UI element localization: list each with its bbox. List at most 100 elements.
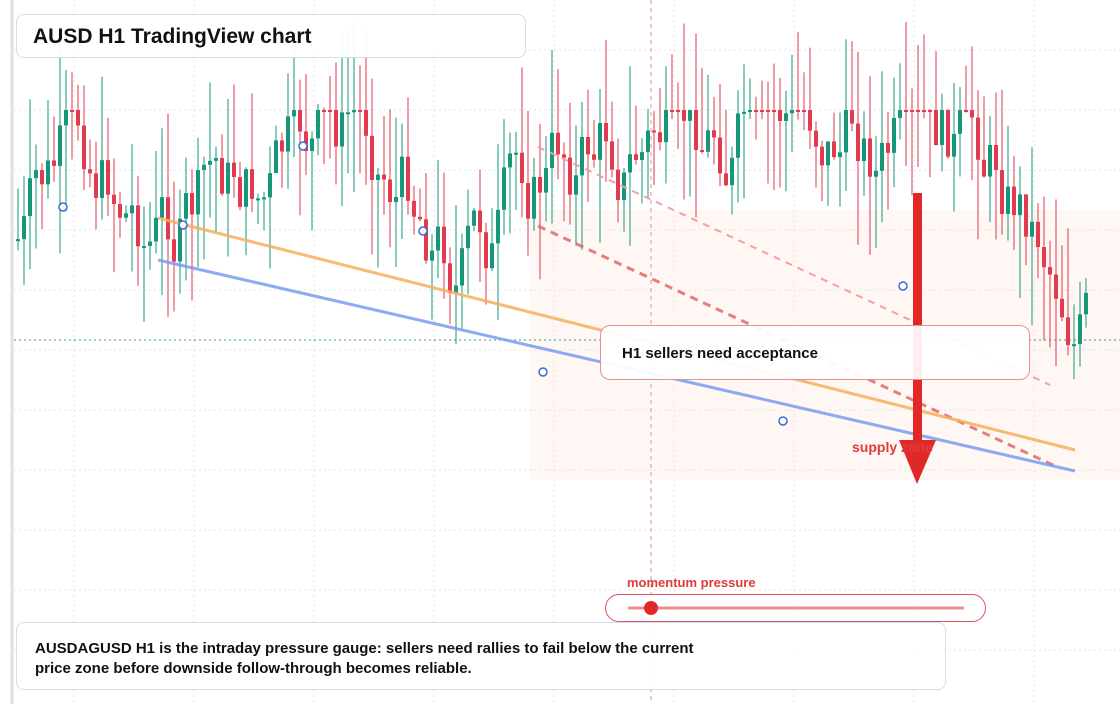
candle-body bbox=[754, 110, 758, 112]
candle-body bbox=[508, 153, 512, 168]
candle-body bbox=[730, 157, 734, 186]
candle-body bbox=[562, 154, 566, 158]
candle-body bbox=[148, 241, 152, 246]
candle-body bbox=[1084, 292, 1088, 315]
candle-body bbox=[328, 110, 332, 112]
arrow-head bbox=[899, 440, 936, 484]
candle-body bbox=[430, 250, 434, 261]
candle-body bbox=[412, 200, 416, 217]
candle-body bbox=[478, 210, 482, 233]
candle-body bbox=[142, 245, 146, 248]
candle-body bbox=[190, 193, 194, 215]
candle-body bbox=[496, 209, 500, 244]
candle-body bbox=[928, 110, 932, 112]
candle-body bbox=[724, 173, 728, 186]
candle-body bbox=[682, 110, 686, 121]
candle-body bbox=[1000, 170, 1004, 214]
candle-body bbox=[238, 177, 242, 207]
candle-body bbox=[400, 156, 404, 198]
candle-body bbox=[394, 197, 398, 203]
candle-body bbox=[1006, 186, 1010, 214]
candle-body bbox=[292, 110, 296, 117]
candle-body bbox=[226, 162, 230, 194]
candle-body bbox=[766, 110, 770, 112]
candle-body bbox=[580, 136, 584, 176]
candle-body bbox=[58, 125, 62, 166]
candle-body bbox=[310, 138, 314, 152]
caption-box: AUSDAGUSD H1 is the intraday pressure ga… bbox=[16, 622, 946, 690]
candle-body bbox=[70, 110, 74, 112]
candle-body bbox=[376, 174, 380, 180]
candle-body bbox=[952, 133, 956, 157]
candles bbox=[16, 21, 1088, 380]
marker bbox=[898, 281, 908, 291]
candle-body bbox=[64, 110, 68, 126]
gauge-knob bbox=[644, 601, 658, 615]
candle-body bbox=[802, 110, 806, 112]
candle-body bbox=[1012, 186, 1016, 216]
callout-box: H1 sellers need acceptance bbox=[600, 325, 1030, 380]
candle-body bbox=[340, 112, 344, 147]
candle-body bbox=[316, 110, 320, 139]
candle-body bbox=[424, 219, 428, 261]
candle-body bbox=[658, 132, 662, 143]
candle-body bbox=[364, 110, 368, 136]
candle-body bbox=[388, 179, 392, 203]
candle-body bbox=[922, 110, 926, 112]
candle-body bbox=[370, 135, 374, 180]
caption: AUSDAGUSD H1 is the intraday pressure ga… bbox=[35, 640, 694, 677]
candle-body bbox=[634, 154, 638, 161]
candle-body bbox=[418, 216, 422, 220]
candle-body bbox=[898, 110, 902, 118]
candle-body bbox=[40, 170, 44, 185]
candle-body bbox=[1048, 267, 1052, 275]
candle-body bbox=[1072, 344, 1076, 347]
candle-body bbox=[280, 140, 284, 152]
candle-body bbox=[262, 197, 266, 200]
candle-body bbox=[106, 160, 110, 195]
candle-body bbox=[556, 132, 560, 155]
candle-body bbox=[760, 110, 764, 112]
arrow-shaft bbox=[913, 193, 922, 443]
candle-body bbox=[382, 174, 386, 180]
candle-body bbox=[22, 216, 26, 240]
marker bbox=[178, 220, 188, 230]
candle-body bbox=[214, 158, 218, 161]
candle-body bbox=[940, 110, 944, 145]
candle-body bbox=[736, 113, 740, 158]
candle-body bbox=[712, 130, 716, 138]
candle-body bbox=[538, 176, 542, 193]
candle-body bbox=[742, 111, 746, 114]
candle-body bbox=[268, 173, 272, 198]
candle-body bbox=[436, 226, 440, 251]
candle-body bbox=[358, 110, 362, 112]
candle-body bbox=[490, 243, 494, 269]
candle-body bbox=[574, 175, 578, 195]
gauge bbox=[605, 594, 986, 622]
candle-body bbox=[646, 130, 650, 153]
candle-body bbox=[82, 125, 86, 170]
callout-label: H1 sellers need acceptance bbox=[622, 345, 818, 362]
candle-body bbox=[832, 141, 836, 158]
candle-body bbox=[706, 130, 710, 152]
candle-body bbox=[592, 154, 596, 160]
candle-body bbox=[520, 152, 524, 184]
candle-body bbox=[160, 197, 164, 218]
candle-body bbox=[94, 173, 98, 198]
candle-body bbox=[868, 138, 872, 177]
zone-label: supply zone bbox=[852, 439, 933, 455]
candle-body bbox=[598, 123, 602, 160]
candle-body bbox=[484, 232, 488, 269]
candle-body bbox=[694, 110, 698, 151]
marker bbox=[538, 367, 548, 377]
candle-body bbox=[838, 152, 842, 158]
candle-body bbox=[130, 205, 134, 214]
candle-body bbox=[202, 164, 206, 171]
candle-body bbox=[1066, 317, 1070, 346]
marker bbox=[778, 416, 788, 426]
candle-body bbox=[904, 110, 908, 112]
candle-body bbox=[826, 141, 830, 166]
candle-body bbox=[664, 110, 668, 143]
candle-body bbox=[970, 110, 974, 118]
candle-body bbox=[154, 217, 158, 242]
